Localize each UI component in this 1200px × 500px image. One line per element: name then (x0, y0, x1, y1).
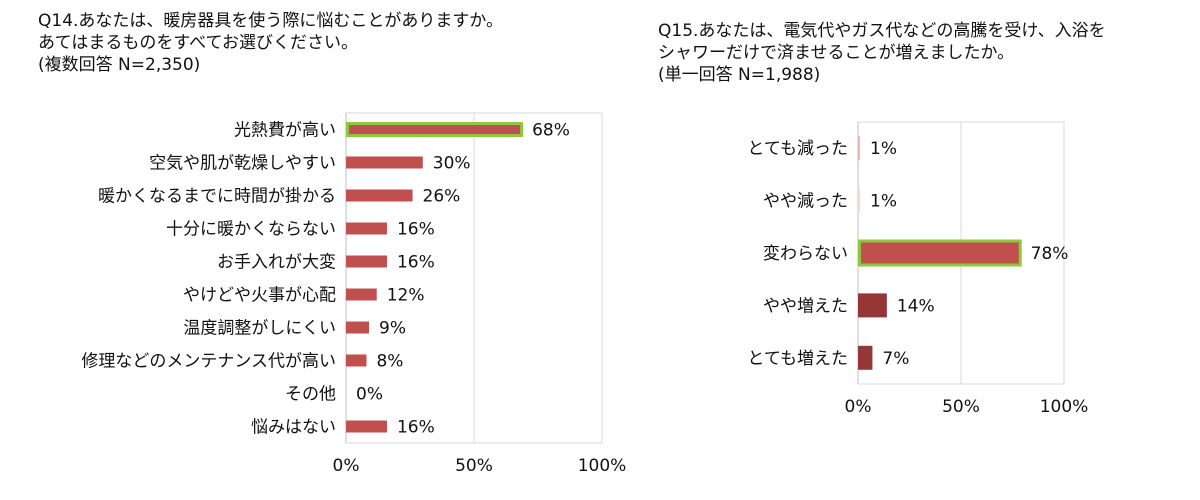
bar (346, 288, 377, 301)
title-line-1: Q14.あなたは、暖房器具を使う際に悩むことがありますか。 (38, 11, 504, 31)
x-tick-label: 50% (455, 456, 493, 476)
category-label: とても増えた (747, 349, 848, 369)
data-label: 0% (356, 385, 383, 405)
title-line-3: (単一回答 N=1,988) (658, 65, 821, 85)
bar (346, 420, 387, 433)
data-label: 9% (379, 319, 406, 339)
category-label: とても減った (747, 139, 848, 159)
x-tick-label: 100% (578, 456, 627, 476)
data-label: 16% (397, 220, 435, 240)
chart-q14-svg: 0% 50% 100% 光熱費が高い 68% 空気や肌が乾燥しやすい 30% 暖かくなるまでに… (81, 112, 627, 476)
data-label: 8% (376, 352, 403, 372)
title-line-2: あてはまるものをすべてお選びください。 (38, 33, 358, 53)
bar (858, 136, 861, 161)
bar (858, 345, 873, 370)
chart-title: Q14.あなたは、暖房器具を使う際に悩むことがありますか。 あてはまるものをすべ… (38, 10, 503, 76)
category-label: 十分に暖かくならない (166, 220, 336, 240)
category-label: やけどや火事が心配 (183, 286, 336, 306)
title-line-1: Q15.あなたは、電気代やガス代などの高騰を受け、入浴を (658, 21, 1106, 41)
category-label: その他 (285, 385, 336, 405)
x-tick-label: 0% (845, 397, 872, 417)
category-label: 暖かくなるまでに時間が掛かる (98, 187, 336, 207)
data-label: 30% (433, 154, 471, 174)
bar (858, 188, 861, 213)
bar (858, 239, 1022, 267)
category-label: 修理などのメンテナンス代が高い (81, 352, 336, 372)
bar (346, 122, 524, 137)
x-tick-label: 100% (1040, 397, 1089, 417)
data-label: 7% (882, 349, 909, 369)
category-label: 悩みはない (251, 418, 336, 438)
data-label: 78% (1031, 244, 1069, 264)
category-label: 光熱費が高い (234, 121, 336, 141)
bar (346, 189, 413, 202)
category-label: 温度調整がしにくい (183, 319, 336, 339)
category-label: 変わらない (763, 244, 848, 264)
data-label: 1% (870, 192, 897, 212)
data-label: 16% (397, 418, 435, 438)
bar (346, 222, 387, 235)
x-tick-label: 50% (942, 397, 980, 417)
bar (346, 321, 370, 334)
category-label: お手入れが大変 (217, 253, 336, 273)
data-label: 68% (532, 121, 570, 141)
data-label: 12% (387, 286, 425, 306)
chart-q14: Q14.あなたは、暖房器具を使う際に悩むことがありますか。 あてはまるものをすべ… (38, 10, 627, 476)
bar (346, 255, 387, 268)
data-label: 1% (870, 139, 897, 159)
x-tick-label: 0% (333, 456, 360, 476)
bar (346, 354, 367, 367)
data-label: 26% (423, 187, 461, 207)
bar (858, 293, 887, 318)
chart-q15: Q15.あなたは、電気代やガス代などの高騰を受け、入浴を シャワーだけで済ませる… (640, 0, 1200, 500)
data-label: 14% (897, 296, 935, 316)
data-label: 16% (397, 253, 435, 273)
bar (346, 156, 423, 169)
category-label: やや減った (763, 192, 848, 212)
category-label: 空気や肌が乾燥しやすい (149, 154, 336, 174)
title-line-2: シャワーだけで済ませることが増えましたか。 (658, 43, 1015, 63)
chart-title: Q15.あなたは、電気代やガス代などの高騰を受け、入浴を シャワーだけで済ませる… (658, 20, 1106, 86)
category-label: やや増えた (763, 296, 848, 316)
chart-q15-svg: 0% 50% 100% とても減った 1% やや減った 1% 変わらない 78% やや増えた 14%… (747, 121, 1089, 417)
title-line-3: (複数回答 N=2,350) (38, 55, 201, 75)
